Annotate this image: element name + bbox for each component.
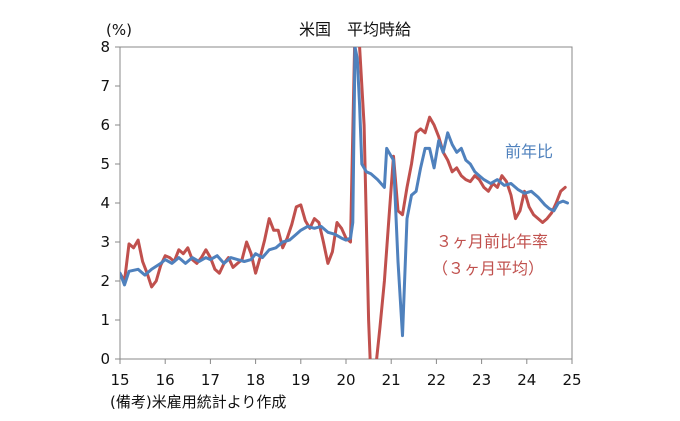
x-tick-label: 16 xyxy=(156,371,175,389)
y-tick-label: 5 xyxy=(100,155,110,173)
x-axis: 15 16 17 18 19 20 21 22 23 24 25 xyxy=(110,359,582,389)
y-tick-label: 8 xyxy=(100,38,110,56)
series-line-3m-annualized xyxy=(120,47,567,359)
series-layer xyxy=(120,47,569,359)
y-tick-label: 7 xyxy=(100,77,110,95)
footnote: (備考)米雇用統計より作成 xyxy=(110,393,286,411)
x-tick-label: 15 xyxy=(110,371,129,389)
series-label-yoy: 前年比 xyxy=(505,142,553,161)
y-tick-label: 0 xyxy=(100,350,110,368)
series-label-3m-line1: ３ヶ月前比年率 xyxy=(436,232,548,251)
y-tick-label: 1 xyxy=(100,311,110,329)
x-tick-label: 18 xyxy=(246,371,265,389)
x-tick-label: 19 xyxy=(291,371,310,389)
series-line-yoy xyxy=(120,47,569,338)
x-tick-label: 24 xyxy=(517,371,536,389)
y-axis: 0 1 2 3 4 5 6 7 8 xyxy=(100,38,120,368)
x-tick-label: 23 xyxy=(472,371,491,389)
y-tick-label: 6 xyxy=(100,116,110,134)
y-axis-unit: (%) xyxy=(106,21,132,39)
x-tick-label: 21 xyxy=(382,371,401,389)
y-tick-label: 3 xyxy=(100,233,110,251)
plot-frame xyxy=(119,46,573,360)
y-tick-label: 4 xyxy=(100,194,110,212)
x-tick-label: 25 xyxy=(562,371,581,389)
x-tick-label: 17 xyxy=(201,371,220,389)
x-tick-label: 22 xyxy=(427,371,446,389)
chart-title: 米国 平均時給 xyxy=(299,20,411,39)
y-tick-label: 2 xyxy=(100,272,110,290)
x-tick-label: 20 xyxy=(336,371,355,389)
series-label-3m-line2: （３ヶ月平均） xyxy=(432,259,544,278)
